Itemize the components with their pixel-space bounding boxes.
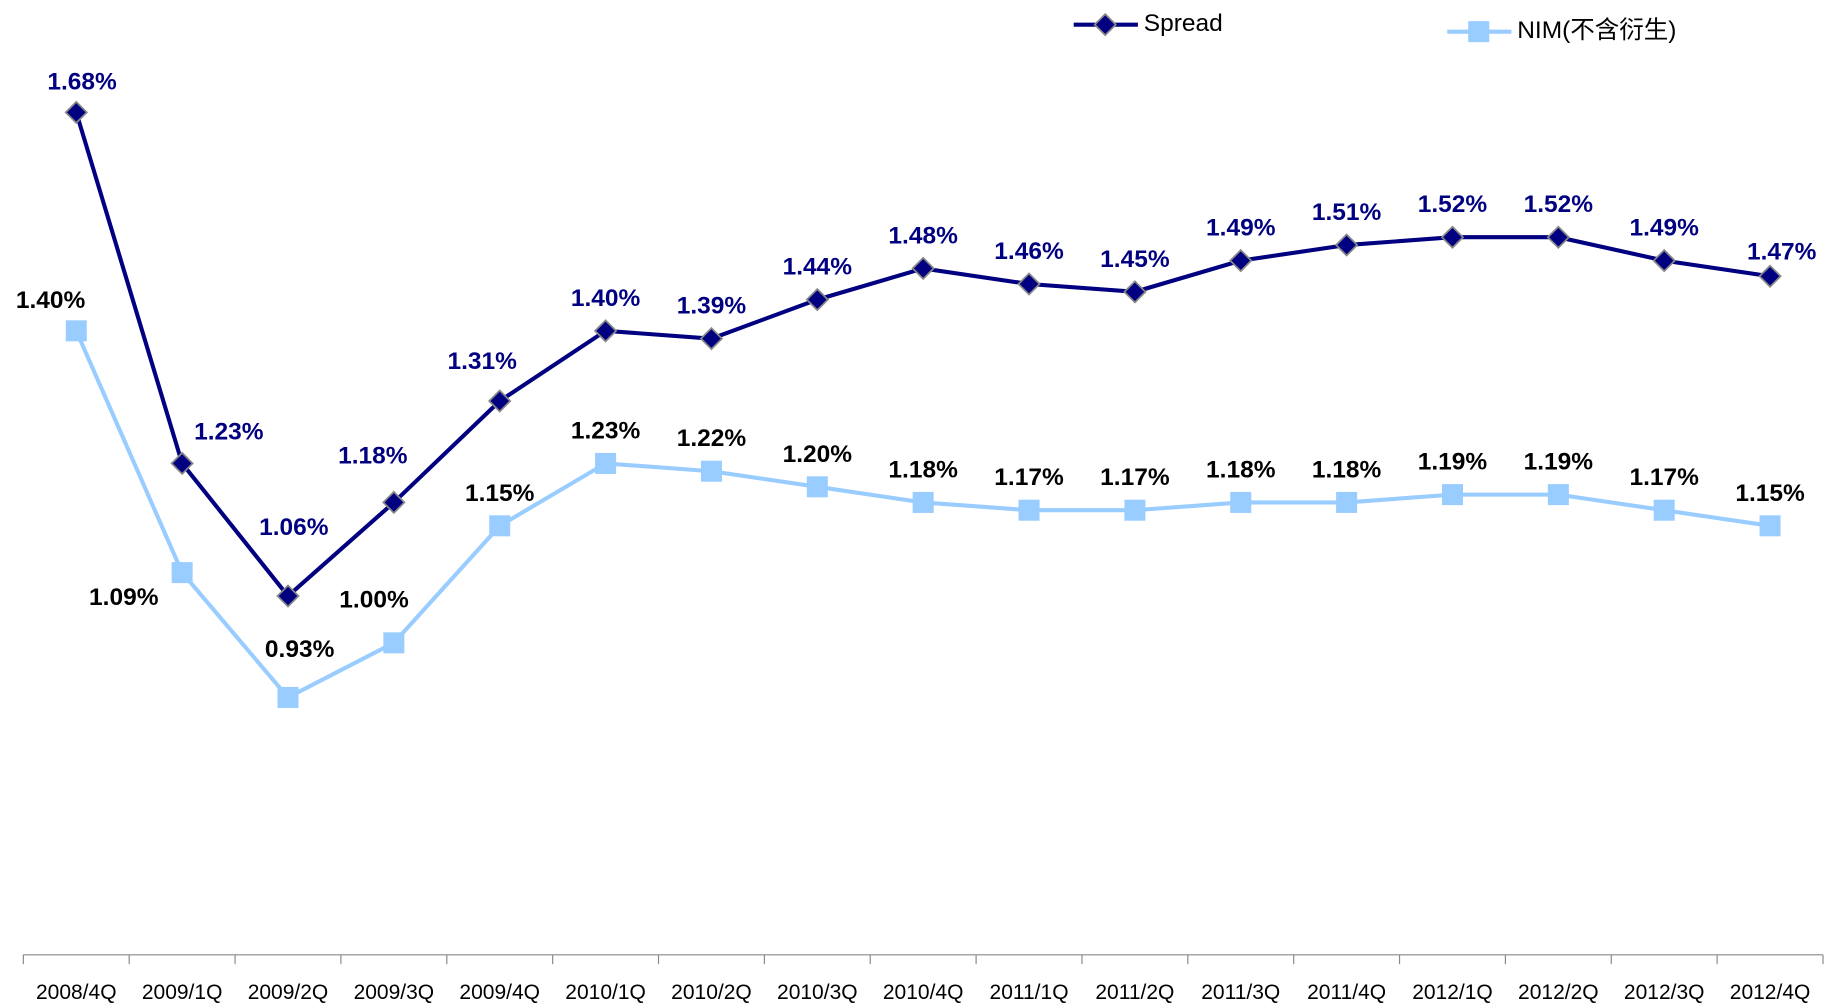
data-label: 1.46%: [994, 238, 1064, 265]
data-point: [276, 584, 300, 608]
data-label: 1.00%: [339, 586, 409, 613]
x-tick-label: 2010/1Q: [565, 981, 646, 1004]
data-point: [806, 476, 828, 498]
data-label: 1.06%: [259, 514, 329, 541]
x-tick-label: 2010/2Q: [671, 981, 752, 1004]
data-label: 1.31%: [447, 348, 517, 375]
data-label: 0.93%: [265, 636, 335, 663]
data-label: 1.09%: [89, 584, 159, 611]
data-label: 1.17%: [1629, 464, 1699, 491]
x-tick-label: 2009/4Q: [459, 981, 540, 1004]
data-point: [1652, 248, 1676, 273]
x-tick-label: 2008/4Q: [36, 981, 117, 1004]
data-point: [1653, 499, 1675, 521]
data-point: [700, 460, 722, 482]
data-label: 1.52%: [1418, 191, 1488, 218]
x-tick-label: 2011/3Q: [1201, 981, 1280, 1004]
data-point: [277, 686, 299, 708]
data-point: [1229, 248, 1253, 273]
data-point: [1441, 484, 1463, 506]
data-label: 1.17%: [994, 464, 1064, 491]
data-point: [1124, 499, 1146, 521]
legend-label: Spread: [1144, 10, 1223, 37]
x-tick-label: 2012/4Q: [1730, 981, 1811, 1004]
data-point: [1334, 233, 1359, 257]
x-tick-label: 2010/4Q: [883, 981, 964, 1004]
x-tick-label: 2011/4Q: [1307, 981, 1386, 1004]
data-label: 1.19%: [1524, 449, 1594, 476]
data-label: 1.18%: [1312, 456, 1382, 483]
data-point: [382, 490, 406, 515]
legend-label: NIM(不含衍生): [1517, 16, 1676, 44]
x-tick-label: 2012/2Q: [1518, 981, 1599, 1004]
data-point: [170, 451, 194, 476]
data-label: 1.44%: [783, 254, 853, 281]
data-label: 1.18%: [1206, 456, 1276, 483]
data-point: [1017, 272, 1041, 296]
x-tick-label: 2012/3Q: [1624, 981, 1705, 1004]
data-label: 1.68%: [47, 69, 117, 96]
data-label: 1.22%: [677, 425, 747, 452]
data-point: [1546, 225, 1571, 249]
data-label: 1.49%: [1629, 215, 1699, 242]
data-label: 1.20%: [783, 441, 853, 468]
data-label: 1.23%: [571, 417, 641, 444]
data-point: [1230, 491, 1252, 513]
data-point: [383, 632, 405, 654]
data-label: 1.15%: [1735, 480, 1805, 507]
x-tick-label: 2011/2Q: [1095, 981, 1174, 1004]
data-label: 1.18%: [888, 456, 958, 483]
data-point: [65, 320, 87, 342]
data-point: [912, 491, 934, 513]
data-point: [595, 452, 617, 474]
x-tick-label: 2009/1Q: [142, 981, 223, 1004]
data-label: 1.45%: [1100, 246, 1170, 273]
data-point: [1440, 225, 1465, 249]
data-point: [1759, 515, 1781, 537]
data-label: 1.15%: [465, 480, 535, 507]
data-point: [1758, 264, 1782, 288]
data-point: [1336, 491, 1358, 513]
data-label: 1.19%: [1418, 449, 1488, 476]
data-point: [911, 256, 935, 281]
series-line: [74, 111, 1771, 599]
x-tick-label: 2009/2Q: [248, 981, 329, 1004]
x-tick-label: 2012/1Q: [1412, 981, 1493, 1004]
legend-marker: [1093, 12, 1117, 37]
data-point: [1018, 499, 1040, 521]
data-label: 1.48%: [888, 222, 958, 249]
data-point: [64, 100, 89, 125]
data-label: 1.39%: [677, 293, 747, 320]
data-point: [1547, 484, 1569, 506]
data-label: 1.40%: [16, 287, 86, 314]
x-tick-label: 2010/3Q: [777, 981, 858, 1004]
x-tick-label: 2011/1Q: [990, 981, 1069, 1004]
data-point: [487, 389, 512, 413]
data-label: 1.40%: [571, 285, 641, 312]
data-label: 1.52%: [1524, 191, 1594, 218]
data-point: [489, 515, 511, 537]
data-label: 1.51%: [1312, 199, 1382, 226]
data-label: 1.23%: [194, 419, 264, 446]
data-point: [171, 562, 193, 584]
data-point: [1123, 280, 1147, 304]
data-point: [699, 326, 724, 351]
data-label: 1.47%: [1747, 238, 1817, 265]
legend-marker: [1468, 21, 1490, 43]
x-tick-label: 2009/3Q: [354, 981, 435, 1004]
data-label: 1.49%: [1206, 215, 1276, 242]
data-label: 1.18%: [338, 442, 408, 469]
data-point: [805, 287, 830, 312]
data-point: [593, 319, 618, 343]
data-label: 1.17%: [1100, 464, 1170, 491]
